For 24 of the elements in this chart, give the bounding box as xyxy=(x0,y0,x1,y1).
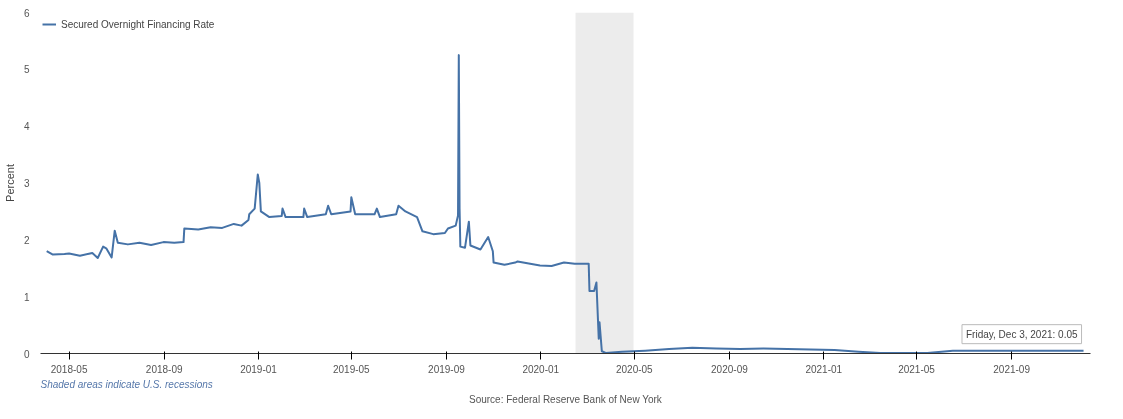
x-tick-label: 2020-01 xyxy=(522,363,560,375)
text: Shaded areas indicate U.S. recessions xyxy=(40,378,213,390)
y-tick-label: 0 xyxy=(23,348,30,360)
legend-label: Secured Overnight Financing Rate xyxy=(61,18,215,30)
y-tick-label: 2 xyxy=(23,234,30,246)
line-series xyxy=(45,54,1085,354)
y-tick-label: 5 xyxy=(23,64,30,76)
x-tick-label: 2020-05 xyxy=(615,363,654,375)
y-tick-label: 4 xyxy=(23,121,30,133)
x-tick-label: 2019-05 xyxy=(332,363,371,375)
annotation: Friday, Dec 3, 2021: 0.05 xyxy=(966,328,1078,340)
y-axis-title: Percent xyxy=(3,164,16,202)
x-tick-label: 2021-09 xyxy=(993,363,1031,375)
x-tick-label: 2019-01 xyxy=(240,363,278,375)
x-tick-label: 2019-09 xyxy=(428,363,466,375)
x-tick-label: 2020-09 xyxy=(711,363,749,375)
y-tick-label: 6 xyxy=(23,7,30,19)
y-tick-label: 3 xyxy=(23,178,30,189)
x-tick-label: 2021-01 xyxy=(805,363,843,375)
x-tick-label: 2018-05 xyxy=(50,363,88,375)
source-note: Source: Federal Reserve Bank of New York xyxy=(468,393,663,405)
x-tick-label: 2018-09 xyxy=(145,363,183,375)
y-tick-label: 1 xyxy=(23,291,30,303)
x-tick-label: 2021-05 xyxy=(898,363,936,375)
